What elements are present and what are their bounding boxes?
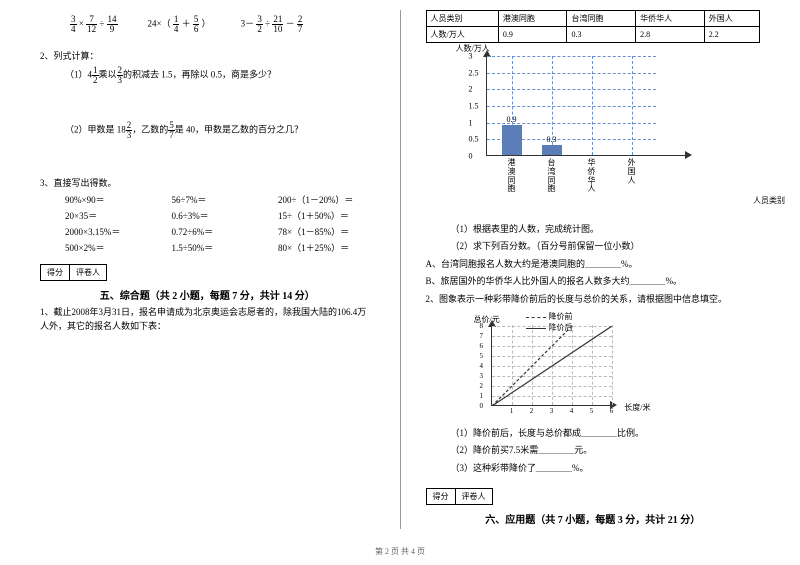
calc-cell: 2000×3.15%＝ <box>65 225 162 238</box>
problem-2: 2、列式计算： <box>40 49 375 62</box>
score-label: 得分 <box>41 265 70 280</box>
calc-cell: 56÷7%＝ <box>172 193 269 206</box>
legend-before: 降价前 <box>549 312 573 321</box>
question-2: 2、图象表示一种彩带降价前后的长度与总价的关系，请根据图中信息填空。 <box>426 292 761 306</box>
data-table: 人员类别 港澳同胞 台湾同胞 华侨华人 外国人 人数/万人 0.9 0.3 2.… <box>426 10 761 43</box>
sub-question: A、台湾同胞报名人数大约是港澳同胞的＿＿＿＿%。 <box>426 257 761 271</box>
sub-question: （2）求下列百分数。（百分号前保留一位小数） <box>451 239 761 253</box>
x-axis-label: 长度/米 <box>624 402 650 413</box>
table-header: 人员类别 <box>426 11 498 27</box>
column-divider <box>400 10 401 529</box>
calc-cell: 200÷（1－20%）＝ <box>278 193 375 206</box>
arrow-right-icon <box>685 151 692 159</box>
expr-2: 24×（ 14 ＋ 56 ） <box>148 15 211 34</box>
expr-3: 3－ 32 ÷ 2110 － 27 <box>241 15 304 34</box>
section-5-title: 五、综合题（共 2 小题，每题 7 分，共计 14 分） <box>40 287 375 302</box>
expression-row: 34 × 712 ÷ 149 24×（ 14 ＋ 56 ） 3－ 32 ÷ 21… <box>70 15 375 34</box>
problem-2-2: （2）甲数是 1823，乙数的57是 40，甲数是乙数的百分之几？ <box>65 121 375 140</box>
question-1: 1、截止2008年3月31日，报名申请成为北京奥运会志愿者的，除我国大陆的106… <box>40 305 375 334</box>
calc-cell: 500×2%＝ <box>65 241 162 254</box>
score-label: 得分 <box>427 489 456 504</box>
left-column: 34 × 712 ÷ 149 24×（ 14 ＋ 56 ） 3－ 32 ÷ 21… <box>40 10 375 529</box>
calc-cell: 0.6÷3%＝ <box>172 209 269 222</box>
calc-cell: 80×（1＋25%）＝ <box>278 241 375 254</box>
table-header: 台湾同胞 <box>567 11 636 27</box>
score-box: 得分 评卷人 <box>426 488 493 505</box>
page-footer: 第 2 页 共 4 页 <box>0 546 800 557</box>
table-cell: 2.2 <box>704 27 759 43</box>
grader-label: 评卷人 <box>70 265 106 280</box>
sub-question: （1）降价前后，长度与总价都成＿＿＿＿比例。 <box>451 426 761 440</box>
sub-question: B、旅居国外的华侨华人比外国人的报名人数多大约＿＿＿＿%。 <box>426 274 761 288</box>
calc-cell: 1.5÷50%＝ <box>172 241 269 254</box>
expr-1: 34 × 712 ÷ 149 <box>70 15 118 34</box>
bar-chart: 人数/万人 00.511.522.530.9港澳同胞0.3台湾同胞华侨华人外国人… <box>466 51 761 181</box>
calc-cell: 78×（1－85%）＝ <box>278 225 375 238</box>
sub-question: （2）降价前买7.5米需＿＿＿＿元。 <box>451 443 761 457</box>
table-cell: 人数/万人 <box>426 27 498 43</box>
line-chart: 降价前 降价后 总价/元 长度/米 012345678123456 <box>476 311 636 421</box>
grader-label: 评卷人 <box>456 489 492 504</box>
calc-cell: 90%×90＝ <box>65 193 162 206</box>
calc-cell: 15÷（1＋50%）＝ <box>278 209 375 222</box>
right-column: 人员类别 港澳同胞 台湾同胞 华侨华人 外国人 人数/万人 0.9 0.3 2.… <box>426 10 761 529</box>
table-header: 华侨华人 <box>636 11 705 27</box>
section-6-title: 六、应用题（共 7 小题，每题 3 分，共计 21 分） <box>426 511 761 526</box>
table-cell: 0.3 <box>567 27 636 43</box>
table-cell: 0.9 <box>498 27 567 43</box>
table-header: 外国人 <box>704 11 759 27</box>
x-axis-label: 人员类别 <box>753 195 785 206</box>
sub-question: （1）根据表里的人数，完成统计图。 <box>451 222 761 236</box>
calc-grid: 90%×90＝ 56÷7%＝ 200÷（1－20%）＝ 20×35＝ 0.6÷3… <box>65 193 375 254</box>
calc-cell: 20×35＝ <box>65 209 162 222</box>
problem-2-1: （1）412乘以23的积减去 1.5，再除以 0.5，商是多少？ <box>65 66 375 85</box>
table-header: 港澳同胞 <box>498 11 567 27</box>
table-cell: 2.8 <box>636 27 705 43</box>
calc-cell: 0.72÷6%＝ <box>172 225 269 238</box>
problem-3: 3、直接写出得数。 <box>40 176 375 189</box>
sub-question: （3）这种彩带降价了＿＿＿＿%。 <box>451 461 761 475</box>
score-box: 得分 评卷人 <box>40 264 107 281</box>
